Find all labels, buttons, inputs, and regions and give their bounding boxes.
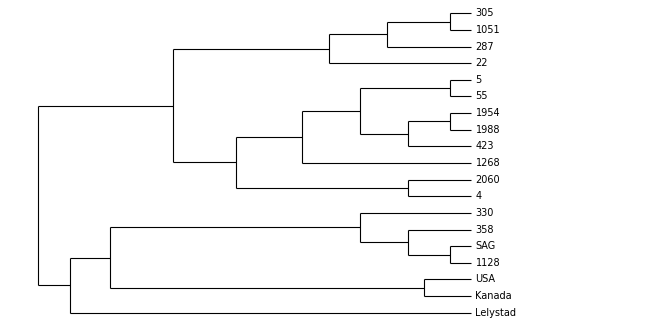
Text: Lelystad: Lelystad (475, 308, 516, 318)
Text: 5: 5 (475, 75, 482, 85)
Text: USA: USA (475, 274, 496, 285)
Text: Kanada: Kanada (475, 291, 512, 301)
Text: 55: 55 (475, 91, 488, 101)
Text: 330: 330 (475, 208, 494, 218)
Text: 4: 4 (475, 191, 482, 201)
Text: 22: 22 (475, 58, 488, 68)
Text: 1268: 1268 (475, 158, 500, 168)
Text: SAG: SAG (475, 241, 496, 251)
Text: 1051: 1051 (475, 25, 500, 35)
Text: 287: 287 (475, 41, 494, 52)
Text: 423: 423 (475, 141, 494, 151)
Text: 2060: 2060 (475, 175, 500, 185)
Text: 358: 358 (475, 225, 494, 235)
Text: 1954: 1954 (475, 108, 500, 118)
Text: 305: 305 (475, 8, 494, 18)
Text: 1988: 1988 (475, 125, 500, 135)
Text: 1128: 1128 (475, 258, 500, 268)
